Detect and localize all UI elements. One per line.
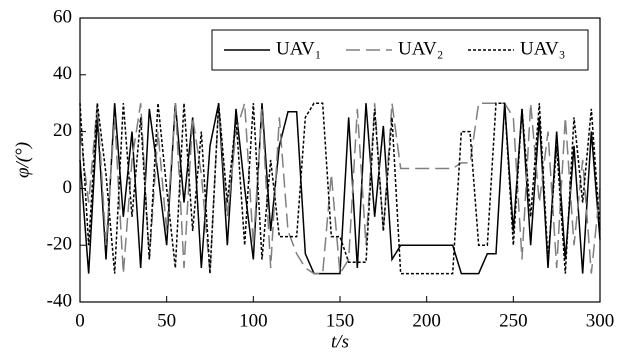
x-axis-label: t/s xyxy=(331,331,349,352)
x-tick-label: 250 xyxy=(499,310,528,331)
x-tick-label: 0 xyxy=(75,310,85,331)
y-tick-label: 20 xyxy=(53,120,72,141)
legend-label: UAV₁ xyxy=(276,38,321,59)
y-tick-label: -40 xyxy=(47,290,72,311)
series-line xyxy=(79,102,601,276)
x-tick-label: 200 xyxy=(412,310,441,331)
x-tick-label: 150 xyxy=(326,310,355,331)
legend-box xyxy=(211,29,589,71)
y-tick-label: 40 xyxy=(53,63,72,84)
y-axis-label: φ/(°) xyxy=(12,142,33,178)
x-tick-label: 300 xyxy=(586,310,615,331)
x-tick-label: 50 xyxy=(157,310,176,331)
y-tick-label: 0 xyxy=(63,177,73,198)
series-line xyxy=(79,103,601,275)
y-tick-label: -20 xyxy=(47,234,72,255)
y-tick-label: 60 xyxy=(53,6,72,27)
x-tick-label: 100 xyxy=(239,310,268,331)
legend-label: UAV₃ xyxy=(520,38,565,59)
legend-label: UAV₂ xyxy=(398,38,443,59)
